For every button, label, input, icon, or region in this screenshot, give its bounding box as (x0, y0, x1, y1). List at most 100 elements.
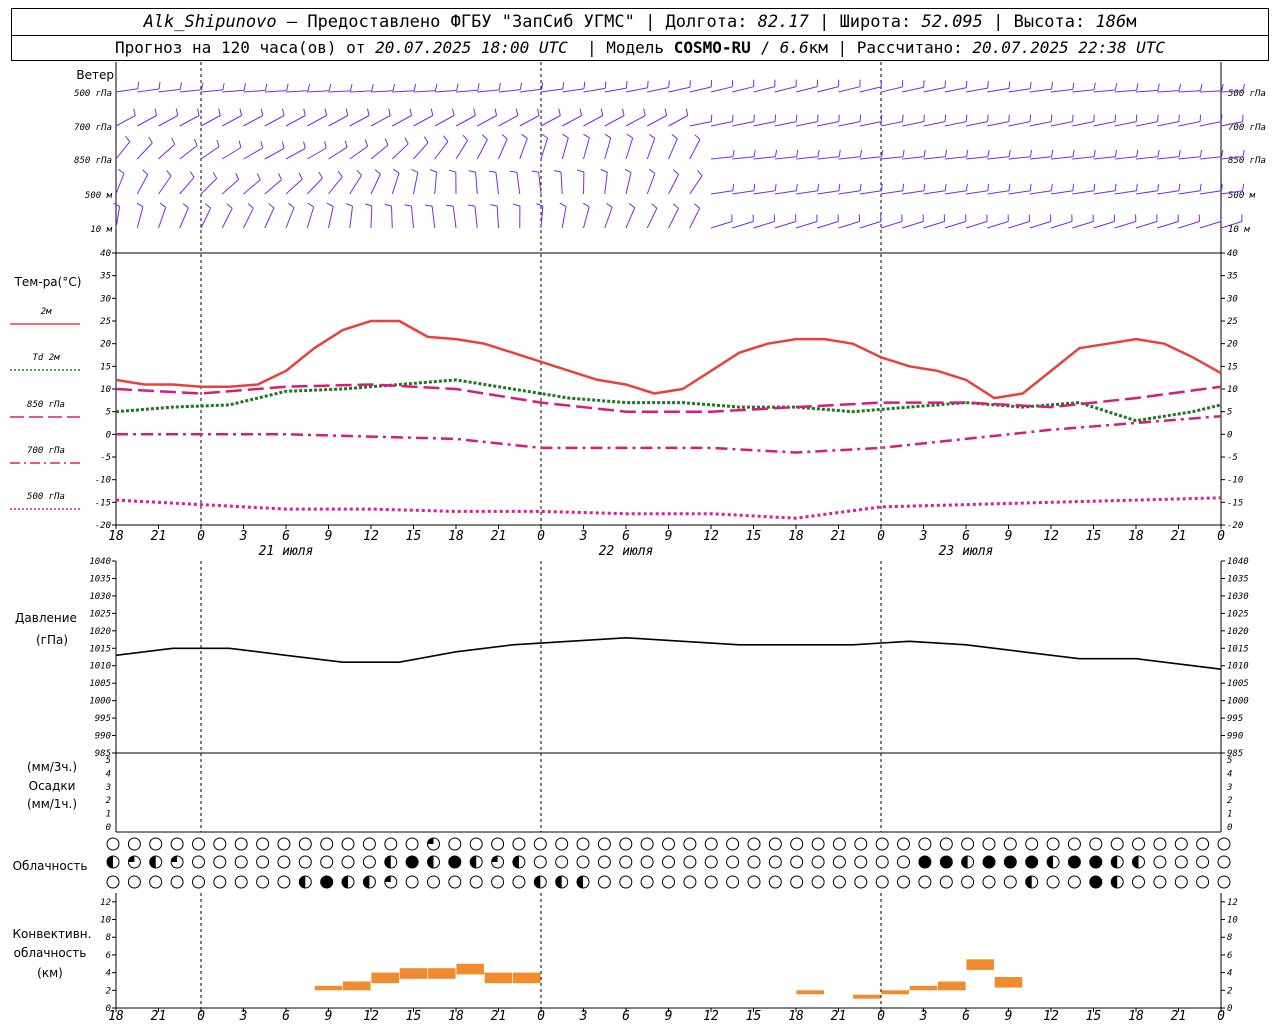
wind-barb (328, 90, 351, 93)
cloud-cover-fill (1068, 856, 1081, 868)
cloud-cover-symbol (533, 837, 547, 851)
cloud-cover-fill (384, 876, 391, 882)
cloud-cover-symbol (1132, 837, 1145, 851)
wind-barb-flag (672, 203, 679, 209)
conv-xtick-label: 3 (579, 1009, 588, 1024)
wind-barb-flag (384, 203, 392, 207)
wind-barb-flag (562, 82, 565, 90)
wind-barb (306, 177, 323, 195)
cloud-cover-fill (1047, 856, 1054, 868)
wind-barb (158, 88, 181, 93)
wind-barb-flag (238, 140, 242, 148)
cloud-cover-symbol (277, 855, 291, 869)
wind-barb (1135, 121, 1158, 127)
conv-xtick-label: 9 (1005, 1009, 1013, 1024)
pressure-ytick-label-right: 1020 (1227, 627, 1249, 637)
conv-xtick-label: 6 (282, 1009, 290, 1024)
wind-barb-flag (966, 149, 969, 157)
wind-barb-flag (817, 114, 819, 122)
temp-xtick-label: 0 (877, 529, 885, 544)
wind-barb (1008, 121, 1031, 127)
pressure-ytick-label-right: 1030 (1227, 592, 1249, 602)
wind-barb-flag (166, 170, 172, 177)
temp-series-line (115, 383, 1222, 413)
conv-xtick-label: 12 (703, 1009, 719, 1024)
wind-barb (434, 172, 438, 195)
wind-title: Ветер (76, 68, 114, 82)
conv-xtick-label: 12 (363, 1009, 379, 1024)
wind-barb (431, 206, 436, 229)
cloud-cover-fill (534, 876, 541, 888)
cloud-cover-symbol (320, 837, 334, 851)
wind-barb-flag (1242, 149, 1245, 157)
precip-ytick-label: 2 (106, 796, 111, 806)
wind-barb (136, 142, 153, 160)
precip-ytick-label-right: 1 (1227, 810, 1232, 820)
wind-barb (498, 138, 508, 160)
wind-barb-flag (264, 83, 268, 91)
wind-level-label: 500 гПа (74, 89, 112, 99)
wind-barb-flag (604, 133, 612, 139)
wind-barb (668, 115, 689, 127)
wind-barb (115, 115, 136, 127)
wind-barb (1178, 121, 1201, 127)
wind-barb (349, 115, 370, 127)
conv-xtick-label: 0 (1217, 1009, 1225, 1024)
forecast-from: 20.07.2025 18:00 UTC (375, 38, 568, 57)
wind-barb (604, 207, 613, 229)
wind-barb-flag (1157, 183, 1160, 191)
wind-barb (1050, 88, 1073, 93)
cloud-cover-symbol (832, 875, 846, 889)
cloud-cover-symbol (854, 855, 868, 869)
wind-barb-flag (693, 203, 700, 209)
pressure-ytick-label: 985 (95, 749, 111, 759)
cloud-cover-fill (1089, 876, 1102, 888)
cloud-cover-symbol (213, 855, 227, 869)
conv-cloud-bar (796, 990, 824, 995)
cloud-cover-fill (427, 856, 434, 868)
wind-barb (349, 175, 362, 195)
conv-cloud-bar (343, 981, 371, 991)
wind-barb-flag (226, 203, 233, 209)
wind-barb-flag (554, 170, 562, 173)
wind-barb (625, 87, 648, 93)
wind-barb (817, 86, 839, 93)
wind-barb (200, 207, 212, 229)
wind-barb-flag (118, 168, 125, 174)
wind-barb-flag (1200, 83, 1203, 91)
wind-barb (583, 87, 606, 93)
wind-barb (583, 137, 590, 160)
temp-xtick-label: 6 (962, 529, 970, 544)
temp-ytick-label: -20 (95, 521, 111, 531)
cloud-cover-symbol (768, 855, 782, 869)
wind-barb (668, 174, 680, 195)
wind-barb (158, 207, 167, 229)
wind-barb-flag (303, 108, 306, 116)
wind-barb (944, 190, 967, 195)
temp-xtick-label: 15 (746, 529, 762, 544)
wind-barb-flag (1221, 149, 1224, 157)
wind-barb-flag (189, 171, 195, 178)
wind-barb-flag (324, 141, 327, 149)
wind-barb (753, 121, 776, 127)
wind-barb (1072, 89, 1095, 93)
model-res-unit: км (808, 38, 828, 57)
conv-ytick-label: 12 (100, 898, 111, 908)
precip-ytick-label-right: 5 (1227, 756, 1232, 766)
wind-barb (604, 87, 627, 93)
cloud-cover-fill (1089, 856, 1102, 868)
cloud-cover-symbol (362, 855, 376, 869)
wind-barb-flag (604, 81, 607, 89)
wind-barb-flag (281, 141, 285, 149)
wind-barb (370, 90, 394, 93)
wind-barb (561, 137, 569, 160)
cloud-cover-symbol (811, 855, 825, 869)
cloud-cover-fill (128, 856, 135, 862)
cloud-cover-symbol (234, 855, 248, 869)
cloud-cover-symbol (213, 837, 227, 851)
wind-barb-flag (171, 137, 176, 145)
wind-barb-flag (201, 82, 204, 90)
wind-barb (944, 221, 966, 229)
cloud-cover-symbol (1196, 837, 1210, 851)
wind-barb-flag (881, 149, 884, 157)
